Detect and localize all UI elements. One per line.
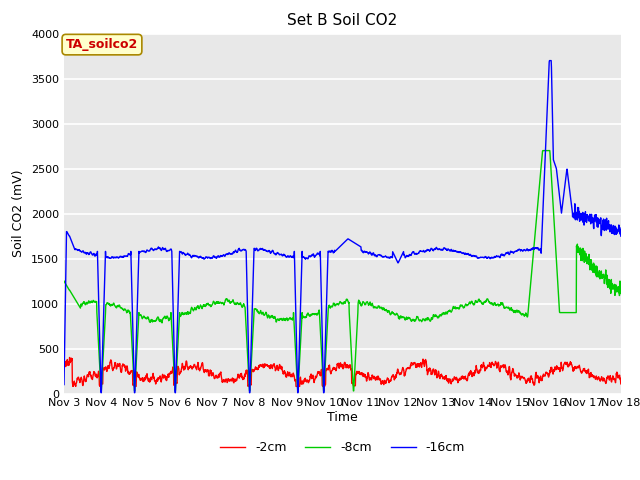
-2cm: [89, 373, 97, 379]
-2cm: [617, 381, 625, 387]
Text: TA_soilco2: TA_soilco2: [66, 38, 138, 51]
-8cm: [60, 278, 68, 284]
-16cm: [316, 249, 324, 254]
-8cm: [88, 300, 96, 305]
-16cm: [88, 252, 96, 258]
-16cm: [602, 217, 609, 223]
-16cm: [331, 249, 339, 254]
-8cm: [539, 148, 547, 154]
-2cm: [601, 378, 609, 384]
X-axis label: Time: Time: [327, 411, 358, 424]
Y-axis label: Soil CO2 (mV): Soil CO2 (mV): [12, 170, 26, 257]
-2cm: [332, 366, 339, 372]
-2cm: [317, 373, 324, 379]
-16cm: [499, 252, 506, 257]
Legend: -2cm, -8cm, -16cm: -2cm, -8cm, -16cm: [215, 436, 470, 459]
-8cm: [331, 303, 339, 309]
-8cm: [617, 290, 625, 296]
Line: -8cm: -8cm: [64, 151, 621, 391]
-2cm: [602, 379, 609, 385]
-2cm: [499, 363, 507, 369]
Line: -2cm: -2cm: [64, 358, 621, 386]
Title: Set B Soil CO2: Set B Soil CO2: [287, 13, 397, 28]
-8cm: [499, 300, 506, 306]
-16cm: [601, 222, 609, 228]
-16cm: [546, 58, 554, 63]
-2cm: [60, 363, 68, 369]
-8cm: [316, 325, 324, 331]
-8cm: [601, 275, 609, 280]
-2cm: [66, 355, 74, 360]
-16cm: [97, 390, 105, 396]
-2cm: [69, 384, 77, 389]
-8cm: [602, 275, 609, 280]
-16cm: [60, 382, 68, 387]
-8cm: [97, 388, 105, 394]
Line: -16cm: -16cm: [64, 60, 621, 393]
-16cm: [617, 233, 625, 239]
